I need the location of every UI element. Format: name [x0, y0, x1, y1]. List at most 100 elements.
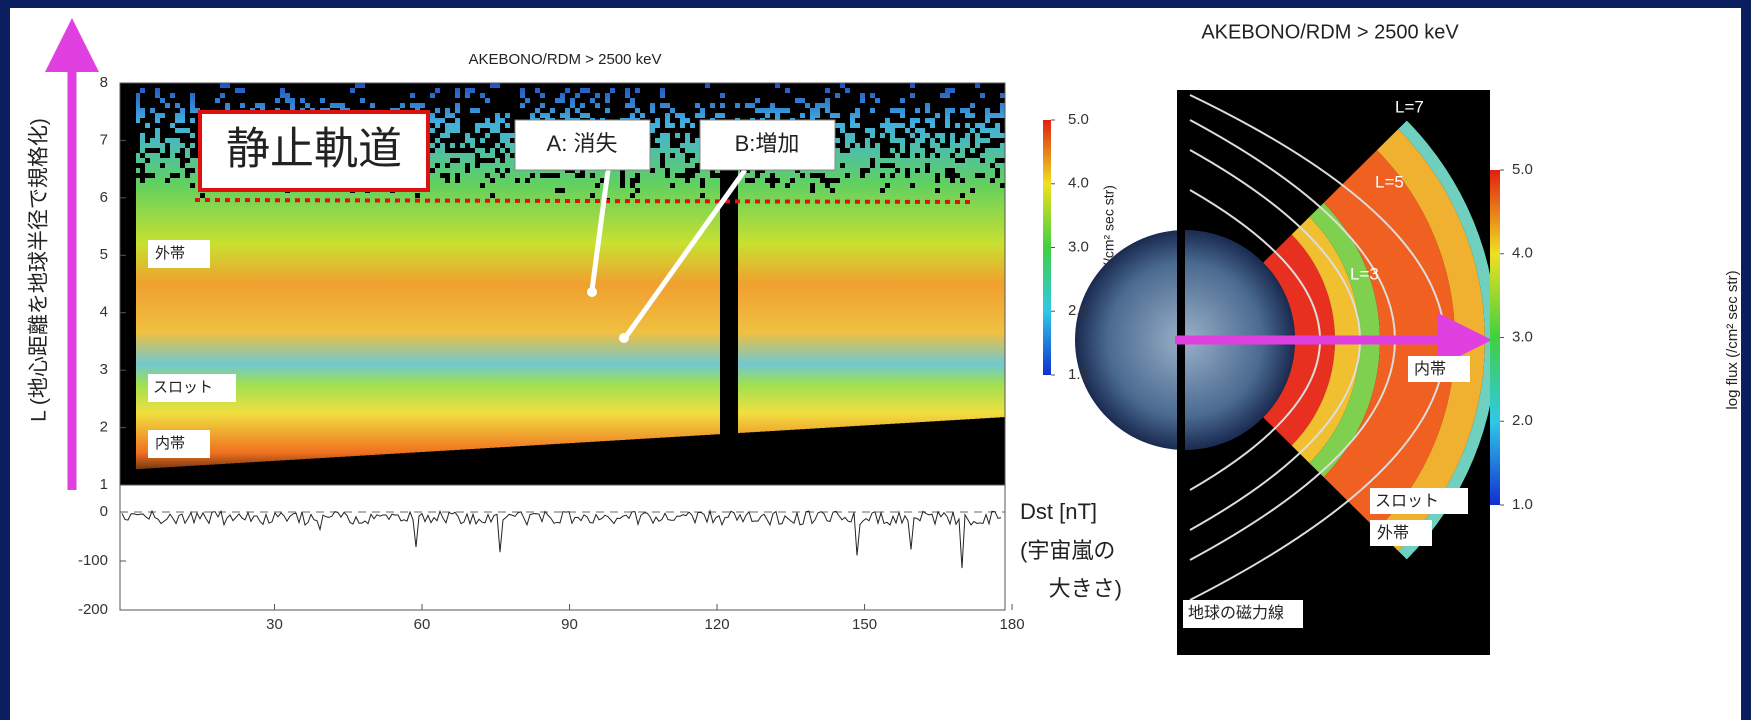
- mask-cell: [870, 83, 875, 88]
- mask-cell: [415, 83, 420, 88]
- mask-cell: [990, 108, 995, 113]
- mask-cell: [990, 98, 995, 103]
- mask-cell: [380, 88, 385, 93]
- mask-cell: [275, 83, 280, 88]
- mask-cell: [875, 118, 880, 123]
- mask-cell: [975, 153, 980, 158]
- mask-cell: [385, 93, 390, 98]
- mask-cell: [470, 118, 475, 123]
- mask-cell: [655, 103, 660, 108]
- mask-cell: [680, 108, 685, 113]
- mask-cell: [570, 443, 575, 485]
- mask-cell: [195, 88, 200, 93]
- mask-cell: [645, 438, 650, 485]
- mask-cell: [605, 103, 610, 108]
- mask-cell: [910, 108, 915, 113]
- mask-cell: [990, 163, 995, 168]
- mask-cell: [520, 98, 525, 103]
- mask-cell: [885, 424, 890, 485]
- mask-cell: [385, 88, 390, 93]
- mask-cell: [480, 128, 485, 133]
- mask-cell: [965, 128, 970, 133]
- mask-cell: [210, 98, 215, 103]
- mask-cell: [345, 98, 350, 103]
- mask-cell: [820, 113, 825, 118]
- mask-cell: [835, 88, 840, 93]
- mask-cell: [730, 83, 735, 88]
- mask-cell: [790, 178, 795, 183]
- mask-cell: [960, 83, 965, 88]
- mask-cell: [780, 98, 785, 103]
- mask-cell: [925, 148, 930, 153]
- mask-cell: [710, 173, 715, 178]
- mask-cell: [505, 148, 510, 153]
- mask-cell: [660, 83, 665, 88]
- mask-cell: [475, 88, 480, 93]
- mask-cell: [670, 143, 675, 148]
- mask-cell: [770, 183, 775, 188]
- mask-cell: [890, 423, 895, 485]
- mask-cell: [860, 173, 865, 178]
- mask-cell: [800, 93, 805, 98]
- mask-cell: [685, 173, 690, 178]
- mask-cell: [190, 138, 195, 143]
- mask-cell: [995, 88, 1000, 93]
- mask-cell: [795, 113, 800, 118]
- mask-cell: [510, 93, 515, 98]
- mask-cell: [375, 83, 380, 88]
- mask-cell: [770, 113, 775, 118]
- mask-cell: [780, 113, 785, 118]
- mask-cell: [765, 83, 770, 88]
- mask-cell: [285, 103, 290, 108]
- mask-cell: [1000, 98, 1005, 103]
- mask-cell: [670, 133, 675, 138]
- mask-cell: [585, 108, 590, 113]
- mask-cell: [940, 118, 945, 123]
- mask-cell: [570, 93, 575, 98]
- mask-cell: [180, 98, 185, 103]
- mask-cell: [450, 103, 455, 108]
- mask-cell: [415, 452, 420, 485]
- mask-cell: [855, 88, 860, 93]
- mask-cell: [800, 429, 805, 485]
- colorbar-tick-label: 3.0: [1512, 328, 1533, 345]
- mask-cell: [195, 128, 200, 133]
- mask-cell: [850, 83, 855, 88]
- mask-cell: [980, 113, 985, 118]
- mask-cell: [665, 108, 670, 113]
- mask-cell: [405, 103, 410, 108]
- mask-cell: [715, 83, 720, 88]
- mask-cell: [625, 83, 630, 88]
- mask-cell: [890, 103, 895, 108]
- mask-cell: [185, 138, 190, 143]
- mask-cell: [445, 83, 450, 88]
- mask-cell: [575, 98, 580, 103]
- mask-cell: [765, 98, 770, 103]
- mask-cell: [205, 464, 210, 485]
- mask-cell: [615, 108, 620, 113]
- mask-cell: [565, 443, 570, 485]
- mask-cell: [560, 83, 565, 88]
- mask-cell: [860, 133, 865, 138]
- mask-cell: [710, 113, 715, 118]
- mask-cell: [175, 133, 180, 138]
- mask-cell: [950, 153, 955, 158]
- mask-cell: [675, 118, 680, 123]
- mask-cell: [780, 93, 785, 98]
- mask-cell: [960, 93, 965, 98]
- mask-cell: [975, 418, 980, 485]
- mask-cell: [185, 108, 190, 113]
- mask-cell: [635, 98, 640, 103]
- mask-cell: [425, 88, 430, 93]
- mask-cell: [390, 88, 395, 93]
- mask-cell: [860, 168, 865, 173]
- mask-cell: [860, 425, 865, 485]
- mask-cell: [855, 103, 860, 108]
- mask-cell: [890, 163, 895, 168]
- mask-cell: [145, 133, 150, 138]
- mask-cell: [410, 88, 415, 93]
- mask-cell: [800, 88, 805, 93]
- mask-cell: [465, 168, 470, 173]
- mask-cell: [550, 93, 555, 98]
- mask-cell: [925, 123, 930, 128]
